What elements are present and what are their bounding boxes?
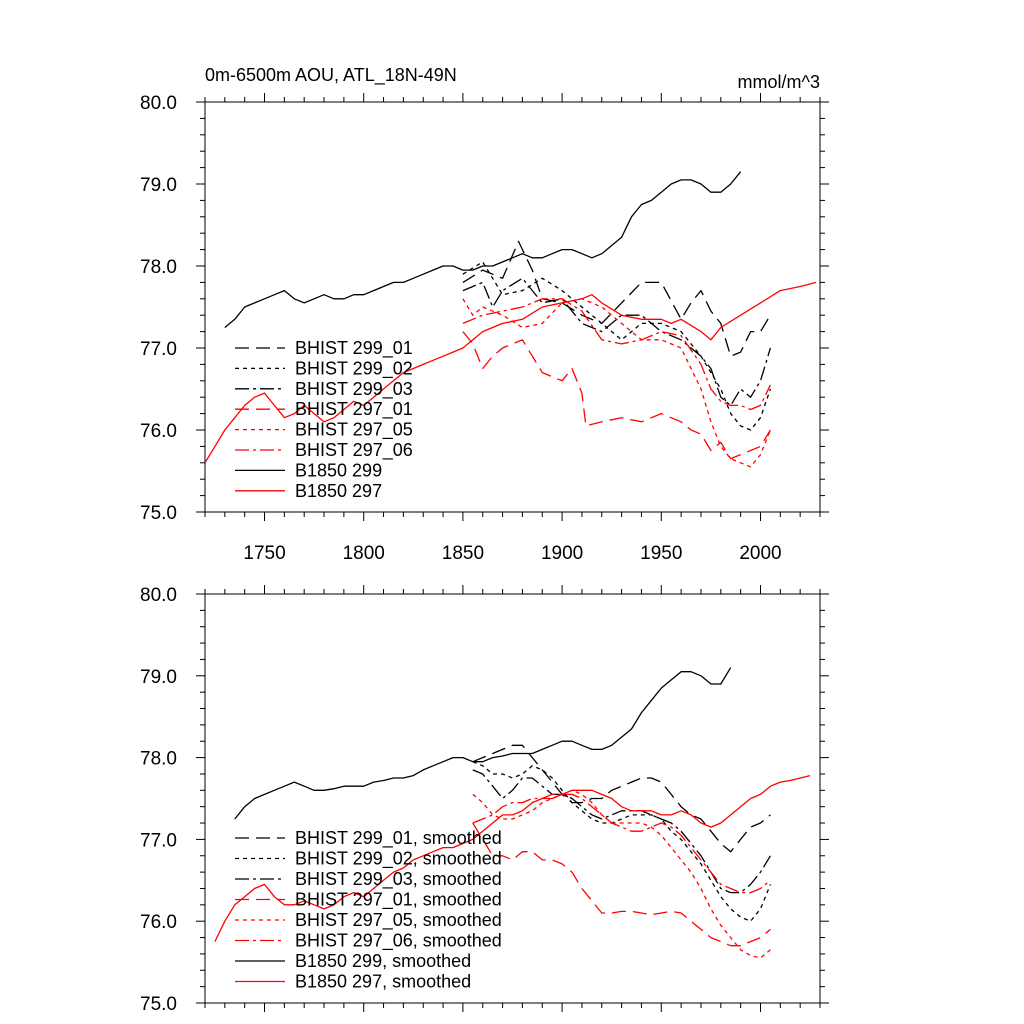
y-tick-label: 75.0: [140, 994, 177, 1015]
legend-label: BHIST 297_05: [295, 420, 413, 441]
legend-label: BHIST 297_06: [295, 440, 413, 461]
legend-label: BHIST 299_02, smoothed: [295, 849, 502, 870]
series-line: [472, 761, 772, 922]
legend-label: B1850 297: [295, 481, 382, 501]
x-tick-label: 1800: [343, 543, 385, 564]
legend-label: B1850 299: [295, 460, 382, 480]
series-line: [472, 744, 771, 853]
units-label: mmol/m^3: [738, 72, 820, 92]
y-tick-label: 75.0: [140, 503, 177, 524]
legend-label: BHIST 297_06, smoothed: [295, 931, 502, 952]
y-tick-label: 77.0: [140, 339, 177, 360]
legend-label: BHIST 299_01: [295, 338, 413, 359]
y-tick-label: 79.0: [140, 175, 177, 196]
upper-chart-panel: 1750 1800 1850 1900 1950 2000 75.0 76.0 77.0 78.0…: [140, 65, 829, 564]
y-tick-label: 76.0: [140, 912, 177, 933]
legend-label: BHIST 297_01: [295, 399, 413, 420]
x-tick-label: 2000: [739, 543, 781, 564]
series-line: [472, 769, 771, 894]
series-group: [205, 171, 817, 468]
series-line: [472, 822, 771, 947]
series-line: [472, 789, 771, 959]
series-line: [205, 281, 817, 464]
series-line: [462, 261, 772, 431]
chart-title: 0m-6500m AOU, ATL_18N-49N: [205, 65, 457, 86]
lower-chart-panel: 75.0 76.0 77.0 78.0 79.0 80.0 BHIST 299_01, sm…: [140, 585, 829, 1015]
series-line: [472, 793, 771, 894]
series-line: [462, 298, 771, 411]
legend-label: BHIST 299_01, smoothed: [295, 828, 502, 849]
legend-label: B1850 297, smoothed: [295, 972, 471, 992]
x-tick-label: 1850: [442, 543, 484, 564]
plot-frame: [204, 101, 821, 513]
legend-label: BHIST 299_03: [295, 379, 413, 400]
series-line: [462, 298, 772, 468]
y-tick-label: 77.0: [140, 830, 177, 851]
x-tick-label: 1750: [243, 543, 285, 564]
y-tick-label: 78.0: [140, 257, 177, 278]
y-tick-label: 76.0: [140, 421, 177, 442]
series-line: [224, 171, 742, 329]
series-line: [234, 667, 732, 820]
legend-label: BHIST 299_03, smoothed: [295, 869, 502, 890]
x-tick-label: 1950: [640, 543, 682, 564]
series-line: [462, 331, 771, 460]
legend-label: BHIST 299_02: [295, 358, 413, 379]
series-group: [214, 667, 811, 959]
series-line: [462, 277, 772, 407]
x-tick-label: 1900: [541, 543, 583, 564]
y-tick-label: 79.0: [140, 667, 177, 688]
y-tick-label: 78.0: [140, 749, 177, 770]
y-tick-label: 80.0: [140, 585, 177, 606]
series-line: [214, 774, 811, 942]
legend-label: BHIST 297_01, smoothed: [295, 890, 502, 911]
series-line: [462, 240, 771, 357]
plot-frame: [204, 593, 821, 1004]
y-tick-label: 80.0: [140, 93, 177, 114]
legend-label: BHIST 297_05, smoothed: [295, 910, 502, 931]
legend-label: B1850 299, smoothed: [295, 951, 471, 971]
